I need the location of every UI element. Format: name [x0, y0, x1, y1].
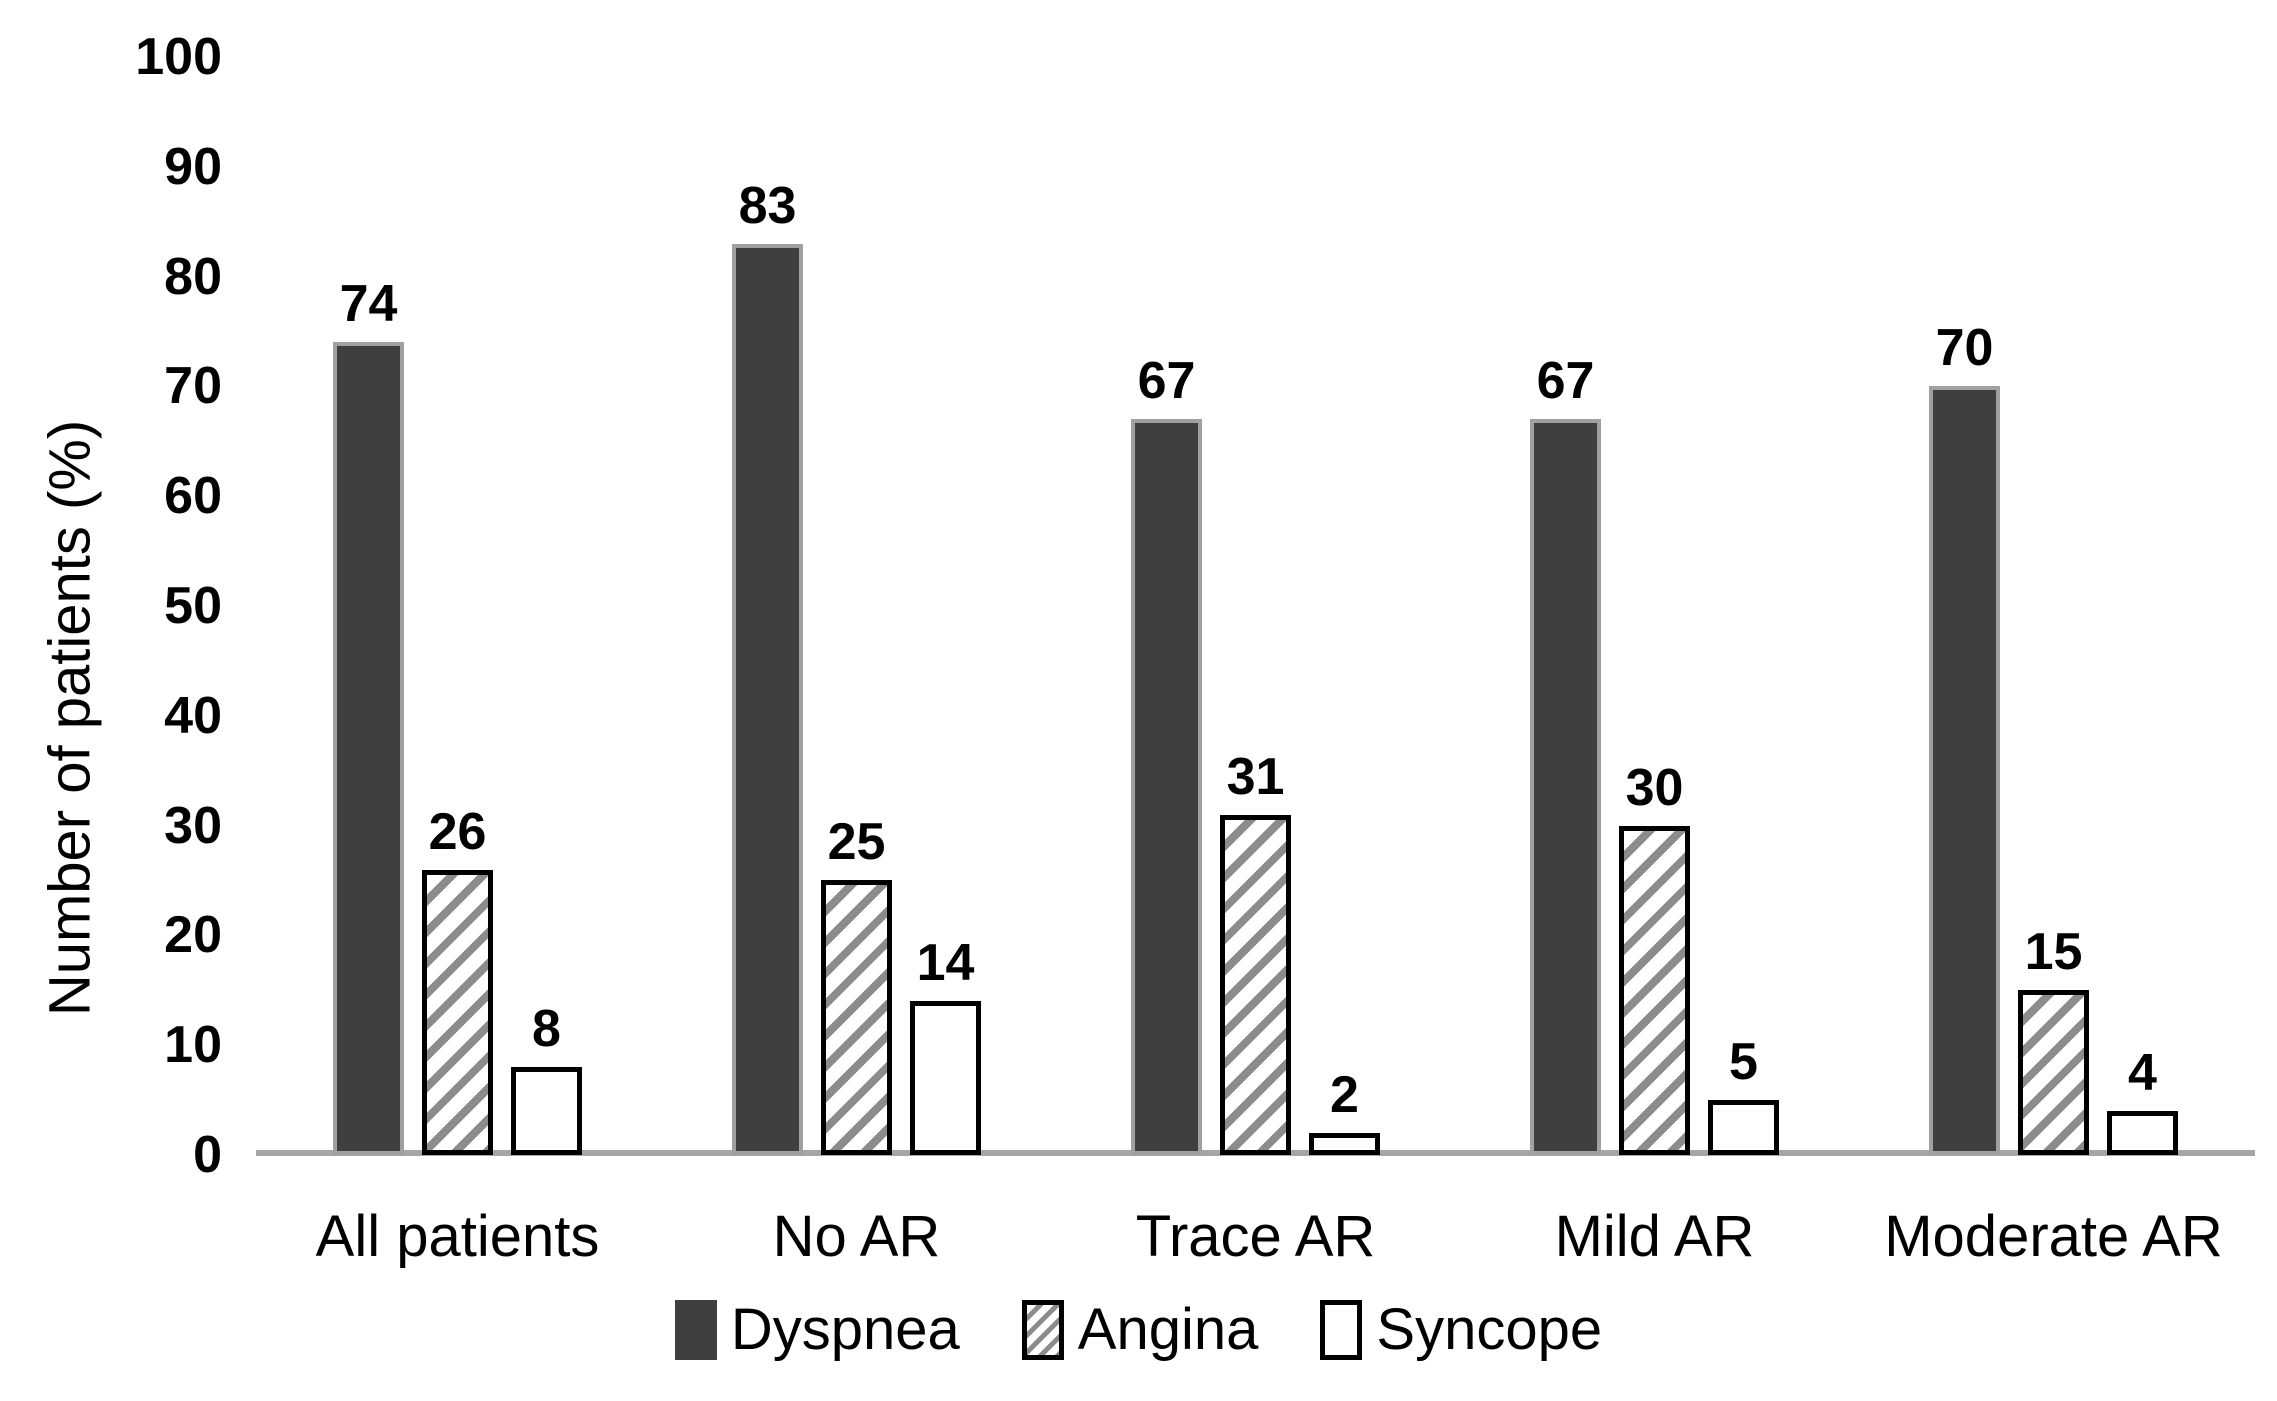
bar-syncope-mild-ar: [1708, 1100, 1779, 1155]
bar-value-label: 30: [1625, 759, 1684, 817]
y-tick-label-70: 70: [164, 357, 222, 416]
bar-angina-trace-ar: [1220, 815, 1291, 1155]
bar-value-label: 5: [1729, 1033, 1758, 1091]
x-axis-label-moderate-ar: Moderate AR: [1884, 1204, 2223, 1269]
bar-syncope-all-patients: [511, 1067, 582, 1155]
legend-item-angina: Angina: [1021, 1297, 1259, 1362]
bar-value-label: 25: [827, 813, 886, 871]
y-tick-label-0: 0: [193, 1126, 222, 1184]
bar-value-label: 14: [916, 934, 975, 992]
bar-value-label: 74: [339, 275, 398, 333]
bar-syncope-no-ar: [910, 1001, 981, 1155]
bar-dyspnea-no-ar: [732, 244, 803, 1155]
y-tick-label-40: 40: [164, 686, 222, 745]
legend-swatch-syncope: [1320, 1300, 1363, 1360]
bar-value-label: 4: [2128, 1044, 2157, 1102]
legend-item-dyspnea: Dyspnea: [674, 1297, 960, 1362]
y-tick-label-60: 60: [164, 467, 222, 526]
y-tick-label-20: 20: [164, 906, 222, 965]
bar-value-label: 31: [1226, 748, 1285, 806]
bar-dyspnea-mild-ar: [1530, 419, 1601, 1155]
bar-angina-moderate-ar: [2018, 990, 2089, 1155]
legend: Dyspnea Angina Syncope: [0, 1294, 2277, 1366]
x-axis-label-no-ar: No AR: [772, 1204, 941, 1269]
x-axis-label-mild-ar: Mild AR: [1554, 1204, 1755, 1269]
bar-dyspnea-all-patients: [333, 342, 404, 1155]
bar-dyspnea-moderate-ar: [1929, 386, 2000, 1155]
legend-swatch-dyspnea: [674, 1300, 717, 1360]
y-tick-label-80: 80: [164, 247, 222, 306]
legend-item-syncope: Syncope: [1320, 1300, 1602, 1360]
y-tick-label-10: 10: [164, 1016, 222, 1075]
legend-label-angina: Angina: [1077, 1297, 1259, 1362]
y-tick-label-90: 90: [164, 137, 222, 196]
bar-syncope-trace-ar: [1309, 1133, 1380, 1155]
legend-swatch-angina: [1021, 1300, 1064, 1360]
bar-value-label: 70: [1935, 319, 1994, 377]
bar-angina-all-patients: [422, 870, 493, 1155]
bar-value-label: 15: [2024, 923, 2083, 981]
y-tick-label-30: 30: [164, 796, 222, 855]
y-tick-label-100: 100: [135, 28, 222, 86]
x-axis-label-all-patients: All patients: [315, 1204, 600, 1269]
bar-angina-no-ar: [821, 880, 892, 1155]
bar-value-label: 83: [738, 177, 797, 235]
bar-dyspnea-trace-ar: [1131, 419, 1202, 1155]
bar-syncope-moderate-ar: [2107, 1111, 2178, 1155]
bar-value-label: 26: [428, 803, 487, 861]
x-axis-label-trace-ar: Trace AR: [1135, 1204, 1376, 1269]
bar-value-label: 67: [1137, 352, 1196, 410]
legend-label-syncope: Syncope: [1376, 1297, 1603, 1362]
legend-label-dyspnea: Dyspnea: [730, 1297, 960, 1362]
bar-angina-mild-ar: [1619, 826, 1690, 1155]
y-tick-label-50: 50: [164, 577, 222, 635]
bar-value-label: 67: [1536, 352, 1595, 410]
bar-value-label: 2: [1330, 1066, 1359, 1124]
bar-value-label: 8: [532, 1000, 561, 1058]
